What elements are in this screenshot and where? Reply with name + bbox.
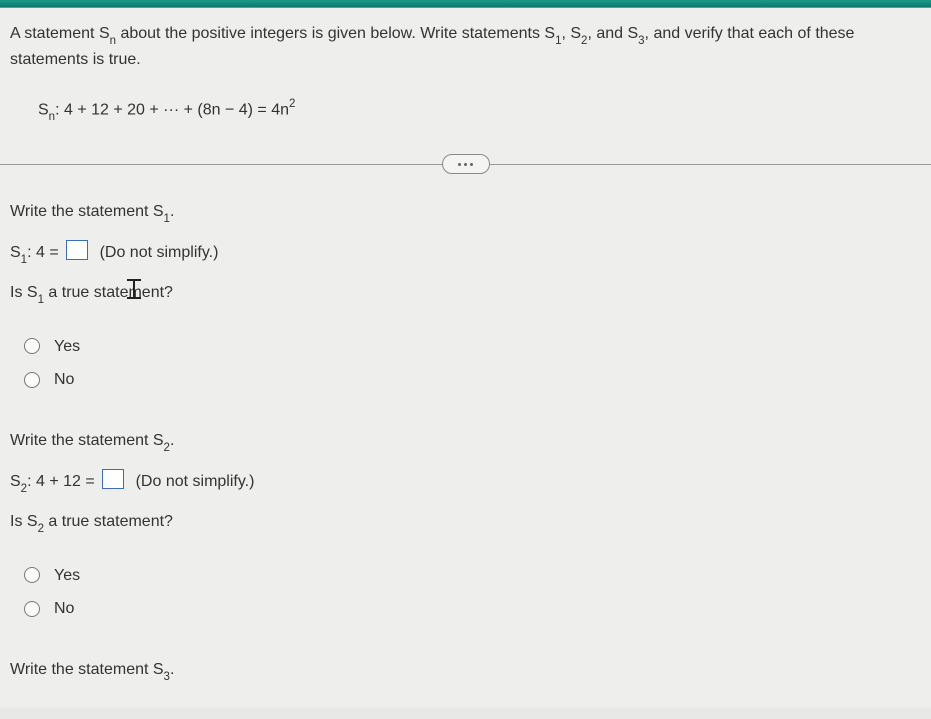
text: : 4 + 12 = [27,473,95,490]
formula-sn: Sn: 4 + 12 + 20 + ··· + (8n − 4) = 4n2 [10,89,921,132]
sub: 2 [38,523,44,535]
hint-text: (Do not simplify.) [100,244,219,261]
prompt-text: , S [561,25,581,42]
section-divider [10,154,921,174]
prompt-text: about the positive integers is given bel… [116,25,555,42]
s2-answer-input[interactable] [102,469,124,489]
is-s2-true-prompt: Is S2 a true statement? [10,510,921,536]
sub: 1 [21,254,27,266]
section-s1: Write the statement S1. S1: 4 = (Do not … [10,200,921,415]
s1-answer-input[interactable] [66,240,88,260]
prompt-sub-n: n [110,35,116,47]
s2-option-yes[interactable]: Yes [24,564,921,587]
text: S [10,473,21,490]
radio-icon [24,338,40,354]
section-s3: Write the statement S3. [10,658,921,684]
text: . [170,203,174,220]
text: Write the statement S [10,661,164,678]
write-s1-prompt: Write the statement S1. [10,200,921,226]
s1-radio-group: Yes No [10,321,921,415]
question-panel: A statement Sn about the positive intege… [0,8,931,708]
s1-answer-line: S1: 4 = (Do not simplify.) [10,240,921,267]
s2-option-no[interactable]: No [24,597,921,620]
text: Is S [10,513,38,530]
s2-answer-line: S2: 4 + 12 = (Do not simplify.) [10,469,921,496]
prompt-text: A statement S [10,25,110,42]
sub: 2 [21,483,27,495]
text: a true statement? [44,513,173,530]
hint-text: (Do not simplify.) [136,473,255,490]
text: S [10,244,21,261]
option-label: No [54,597,74,620]
formula-exp: 2 [289,98,295,110]
dot-icon [458,163,461,166]
text: Is S [10,284,38,301]
write-s2-prompt: Write the statement S2. [10,429,921,455]
text: : 4 = [27,244,59,261]
radio-icon [24,601,40,617]
formula-label: S [38,101,49,118]
radio-icon [24,372,40,388]
text: Write the statement S [10,432,164,449]
write-s3-prompt: Write the statement S3. [10,658,921,684]
prompt-text: , and S [587,25,638,42]
window-top-accent [0,0,931,8]
expand-pill-button[interactable] [442,154,490,174]
dot-icon [464,163,467,166]
s1-option-no[interactable]: No [24,368,921,391]
prompt-sub-3: 3 [638,35,644,47]
radio-icon [24,567,40,583]
sub: 1 [164,213,170,225]
text: . [170,432,174,449]
option-label: Yes [54,335,80,358]
sub: 2 [164,442,170,454]
s2-radio-group: Yes No [10,550,921,644]
text: a true statement? [44,284,173,301]
dot-icon [470,163,473,166]
text: . [170,661,174,678]
problem-prompt: A statement Sn about the positive intege… [10,22,921,71]
prompt-sub-2: 2 [581,35,587,47]
option-label: Yes [54,564,80,587]
formula-label-sub: n [49,111,55,123]
s1-option-yes[interactable]: Yes [24,335,921,358]
formula-body: : 4 + 12 + 20 + ··· + (8n − 4) = 4n [55,101,289,118]
sub: 3 [164,671,170,683]
prompt-sub-1: 1 [555,35,561,47]
sub: 1 [38,294,44,306]
text: Write the statement S [10,203,164,220]
section-s2: Write the statement S2. S2: 4 + 12 = (Do… [10,429,921,644]
option-label: No [54,368,74,391]
is-s1-true-prompt: Is S1 a true statement? [10,281,921,307]
